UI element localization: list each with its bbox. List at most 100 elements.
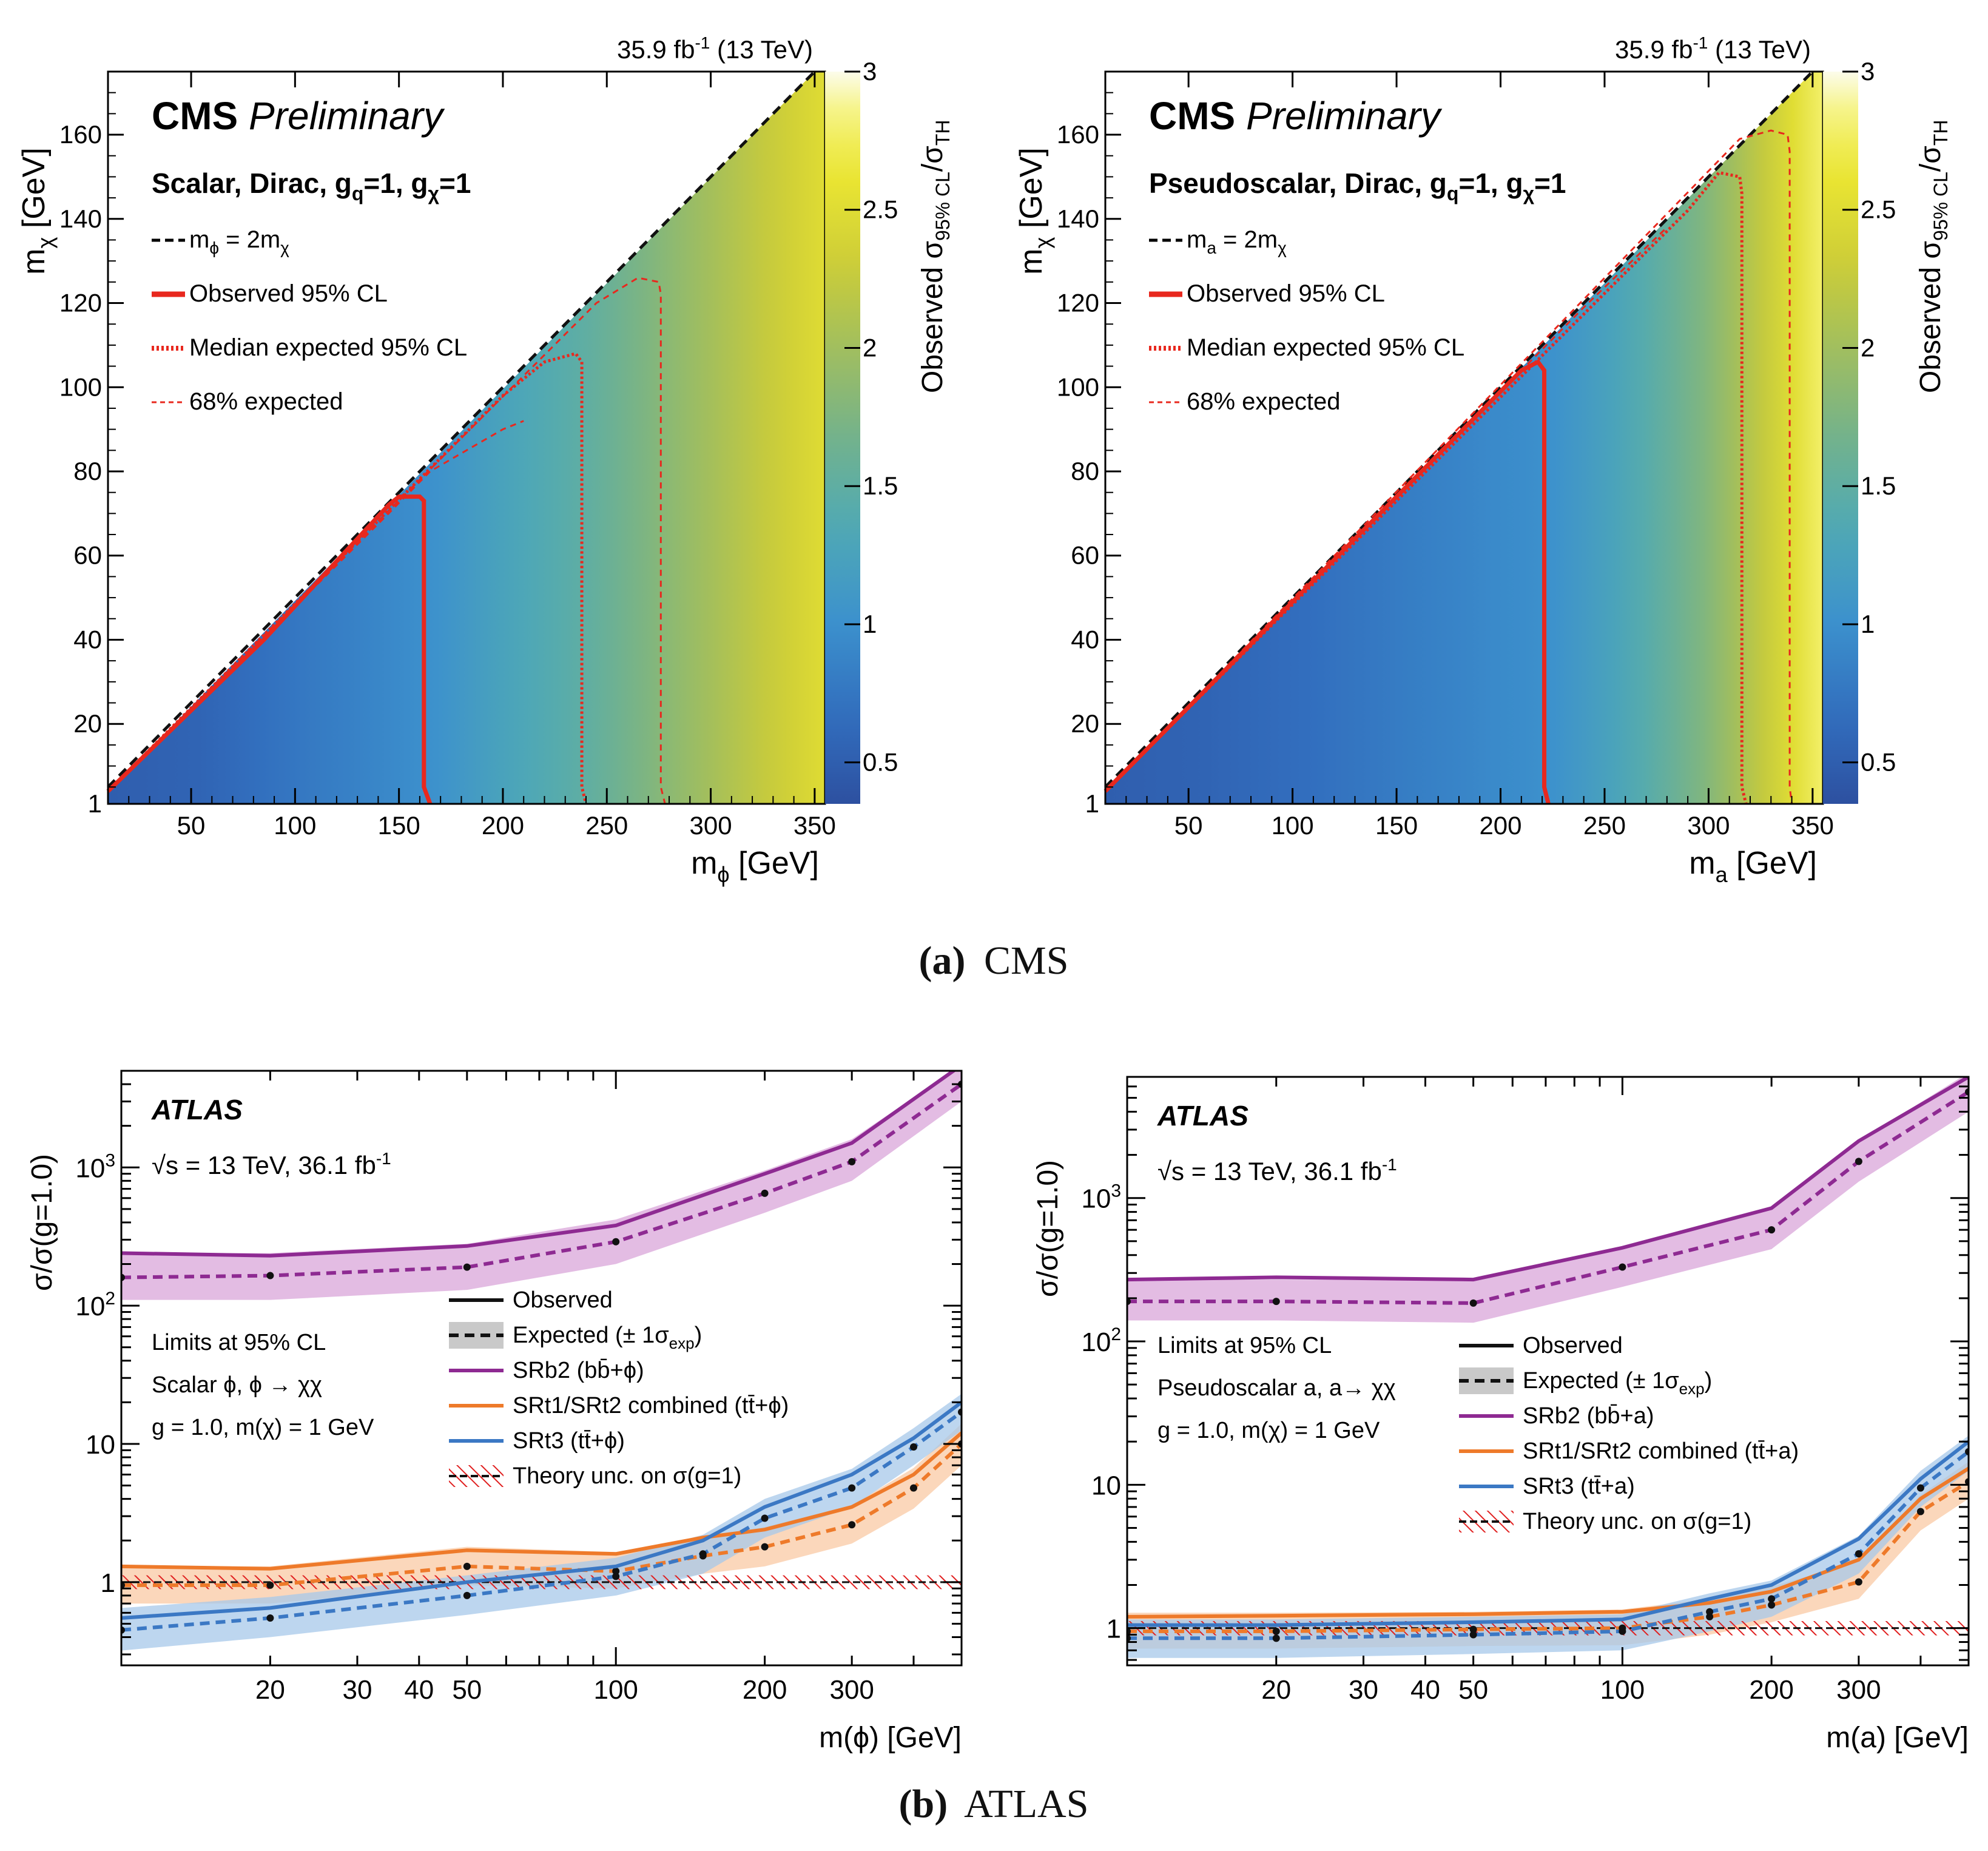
expected-point	[1619, 1263, 1626, 1271]
y-tick-label: 60	[1071, 541, 1099, 570]
x-tick-label: 200	[1749, 1675, 1793, 1705]
energy-sup: -1	[376, 1149, 391, 1168]
y-tick-label: 1	[1085, 789, 1099, 818]
zlabel-end: /σ	[917, 146, 949, 172]
lumi-energy: (13 TeV)	[710, 35, 813, 64]
expected-point	[1706, 1613, 1714, 1620]
y-tick-base: 10	[75, 1292, 105, 1321]
energy-text: √s = 13 TeV, 36.1 fb	[1157, 1157, 1382, 1185]
zlabel-sub: 95% CL	[932, 172, 954, 241]
energy-text: √s = 13 TeV, 36.1 fb	[152, 1151, 376, 1179]
colorbar-axis-label: Observed σ95% CL/σTH	[917, 120, 954, 393]
legend-end: )	[695, 1323, 703, 1348]
y-tick-base: 10	[1091, 1471, 1121, 1500]
expected-point	[612, 1573, 620, 1580]
x-tick-label: 250	[1583, 811, 1626, 840]
ylabel-main: m	[1014, 248, 1049, 274]
y-tick-label: 160	[1057, 120, 1099, 149]
y-tick-label: 1	[88, 789, 102, 818]
model-text: Pseudoscalar, Dirac, g	[1149, 167, 1447, 199]
y-tick-label: 140	[1057, 204, 1099, 233]
x-tick-label: 300	[829, 1675, 874, 1705]
legend-label: Theory unc. on σ(g=1)	[1523, 1509, 1751, 1534]
legend-text: Median expected 95% CL	[189, 334, 467, 361]
y-tick-exp: 3	[1111, 1181, 1121, 1201]
colorbar-tick-label: 3	[863, 57, 877, 86]
zlabel-sub2: TH	[932, 120, 954, 146]
legend-mid: = 2m	[1216, 226, 1278, 253]
ylabel-main: m	[16, 248, 52, 274]
legend-sub: exp	[1679, 1380, 1705, 1398]
legend-label: Median expected 95% CL	[1187, 334, 1464, 361]
legend-mid: = 2m	[219, 226, 280, 253]
colorbar-tick-label: 2	[1861, 333, 1875, 362]
x-tick-label: 350	[794, 811, 836, 840]
y-tick-label: 10	[1091, 1471, 1121, 1500]
lumi-energy: (13 TeV)	[1708, 35, 1811, 64]
legend-sub1: a	[1207, 238, 1216, 257]
expected-point	[612, 1238, 620, 1246]
y-tick-label: 20	[1071, 709, 1099, 738]
colorbar-tick-label: 2.5	[863, 195, 898, 224]
plot-area	[1127, 1077, 1969, 1658]
band-purple	[121, 1071, 962, 1300]
expected-point	[848, 1158, 856, 1165]
expected-point	[266, 1272, 274, 1280]
x-tick-label: 250	[585, 811, 628, 840]
x-axis-title: m(ϕ) [GeV]	[819, 1722, 962, 1754]
x-axis-title: m(a) [GeV]	[1826, 1722, 1969, 1754]
x-tick-label: 200	[482, 811, 524, 840]
y-tick-label: 102	[1081, 1324, 1121, 1357]
legend-text: SRb2 (bb̄+ϕ)	[513, 1358, 644, 1383]
expected-point	[463, 1591, 471, 1599]
y-tick-label: 100	[1057, 373, 1099, 401]
expected-point	[266, 1614, 274, 1622]
y-tick-label: 1	[1107, 1614, 1121, 1644]
expected-point	[1855, 1158, 1862, 1165]
legend-text: Observed 95% CL	[189, 280, 388, 307]
heatmap-region	[1105, 72, 1823, 804]
observed-line-orange	[121, 1431, 962, 1571]
expected-point	[1916, 1508, 1924, 1516]
y-tick-label: 40	[73, 625, 102, 653]
model-sub1: q	[1447, 183, 1459, 204]
x-tick-label: 300	[690, 811, 732, 840]
x-tick-label: 100	[1600, 1675, 1645, 1705]
legend-label: SRt3 (tt̄+a)	[1523, 1474, 1635, 1499]
observed-contour	[1104, 359, 1551, 804]
xlabel-unit: [GeV]	[730, 846, 819, 881]
band68-lower-contour	[1104, 226, 1668, 792]
experiment-label: ATLAS	[1157, 1100, 1248, 1131]
x-tick-label: 50	[1174, 811, 1203, 840]
legend-label: Theory unc. on σ(g=1)	[513, 1463, 741, 1489]
legend-label: Observed 95% CL	[1187, 280, 1385, 307]
legend-sub2: χ	[1278, 238, 1287, 257]
zlabel-main: Observed σ	[1915, 241, 1947, 393]
lumi-label: 35.9 fb-1 (13 TeV)	[617, 33, 813, 64]
xlabel-unit: [GeV]	[1728, 846, 1817, 881]
colorbar-tick-label: 3	[1861, 57, 1875, 86]
observed-line-purple	[1127, 1077, 1969, 1282]
experiment-label: CMS Preliminary	[1149, 94, 1443, 138]
colorbar	[1823, 72, 1858, 804]
expected-point	[1469, 1625, 1477, 1633]
legend-text: Observed	[1523, 1333, 1623, 1358]
legend-label: Expected (± 1σexp)	[513, 1323, 702, 1352]
y-tick-base: 10	[86, 1430, 115, 1460]
experiment-name: CMS	[152, 94, 238, 138]
legend-label: Observed 95% CL	[189, 280, 388, 307]
y-tick-label: 100	[59, 373, 102, 401]
caption-a-text: CMS	[984, 939, 1068, 983]
y-tick-label: 120	[59, 289, 102, 317]
model-label: Pseudoscalar, Dirac, gq=1, gχ=1	[1149, 167, 1566, 204]
x-tick-label: 50	[177, 811, 206, 840]
info-line: Limits at 95% CL	[152, 1330, 326, 1355]
y-tick-label: 80	[73, 457, 102, 485]
expected-point	[848, 1521, 856, 1529]
y-tick-base: 10	[75, 1153, 105, 1183]
caption-b: (b) ATLAS	[899, 1782, 1089, 1826]
expected-point	[1272, 1627, 1280, 1635]
experiment-status: Preliminary	[1235, 94, 1443, 138]
